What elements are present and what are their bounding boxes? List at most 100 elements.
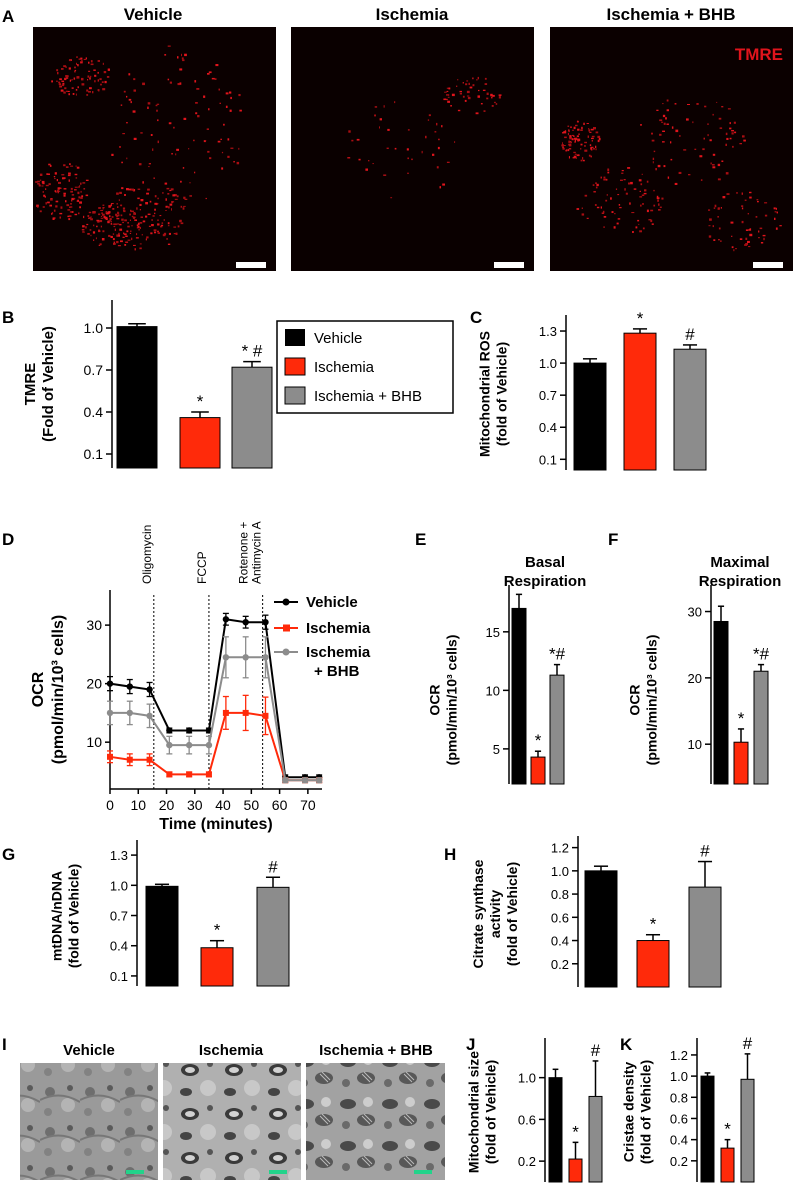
tmre-speckle	[167, 222, 170, 225]
chart-d-x-tick-label: 30	[187, 797, 203, 813]
tmre-speckle	[432, 153, 435, 156]
tmre-speckle	[159, 215, 162, 217]
tmre-speckle	[70, 165, 74, 167]
tmre-speckle	[217, 140, 221, 143]
tmre-speckle	[83, 215, 85, 219]
tmre-speckle	[603, 216, 607, 218]
tmre-speckle	[65, 200, 67, 203]
chart-d-x-tick-label: 70	[300, 797, 316, 813]
tmre-speckle	[54, 190, 57, 192]
chart-e-basal-respiration: 5 10 15 * *# OCR(pmol/min/10³ cells) Basal Resp…	[427, 554, 586, 785]
tmre-speckle	[577, 138, 581, 142]
tmre-speckle	[590, 147, 592, 150]
tmre-speckle	[101, 213, 105, 216]
tmre-speckle	[195, 102, 198, 104]
tmre-speckle	[96, 225, 98, 228]
em-image-vehicle	[20, 1063, 158, 1180]
tmre-speckle	[130, 209, 132, 212]
tmre-speckle	[137, 222, 140, 225]
tmre-speckle	[457, 79, 459, 81]
tmre-speckle	[611, 211, 614, 213]
tmre-speckle	[708, 225, 711, 227]
tmre-speckle	[491, 94, 495, 97]
tmre-speckle	[663, 122, 666, 125]
tmre-speckle	[122, 236, 125, 238]
chart-b-tick-label: 0.1	[84, 446, 104, 462]
chart-d-point	[242, 618, 249, 626]
tmre-speckle	[81, 195, 84, 197]
tmre-speckle	[115, 213, 118, 216]
tmre-speckle	[110, 203, 112, 207]
tmre-speckle	[573, 135, 575, 137]
tmre-speckle	[68, 215, 72, 217]
tmre-speckle	[122, 207, 126, 210]
chart-h-significance: *	[650, 915, 657, 934]
tmre-speckle	[595, 186, 598, 189]
tmre-speckle	[60, 89, 64, 92]
tmre-speckle	[729, 127, 732, 130]
tmre-speckle	[570, 141, 572, 144]
tmre-speckle	[86, 89, 89, 92]
tmre-speckle	[180, 222, 184, 225]
chart-d-point	[262, 654, 269, 661]
tmre-speckle	[120, 104, 123, 106]
tmre-speckle	[591, 140, 593, 142]
tmre-speckle	[149, 200, 152, 203]
tmre-speckle	[173, 226, 177, 228]
chart-j-significance: #	[591, 1041, 601, 1060]
tmre-speckle	[731, 246, 734, 249]
tmre-speckle	[184, 53, 187, 57]
tmre-speckle	[193, 139, 195, 142]
tmre-speckle	[563, 131, 567, 134]
tmre-speckle	[74, 213, 78, 216]
tmre-speckle	[146, 236, 149, 239]
tmre-speckle	[100, 215, 103, 217]
tmre-speckle	[108, 234, 111, 237]
chart-d-treatment-label: Rotenone +Antimycin A	[237, 521, 264, 584]
chart-d-point	[107, 753, 113, 760]
tmre-speckle	[74, 70, 76, 73]
tmre-speckle	[774, 211, 777, 213]
tmre-speckle	[214, 78, 217, 80]
tmre-speckle	[74, 186, 78, 188]
tmre-speckle	[569, 137, 572, 140]
tmre-speckle	[167, 78, 170, 81]
tmre-speckle	[584, 194, 588, 197]
tmre-speckle	[356, 138, 360, 141]
tmre-speckle	[617, 218, 621, 220]
tmre-speckle	[148, 166, 150, 168]
tmre-speckle	[179, 82, 182, 85]
tmre-speckle	[447, 94, 450, 96]
tmre-speckle	[623, 179, 626, 181]
tmre-speckle	[41, 185, 44, 187]
tmre-speckle	[67, 209, 71, 211]
tmre-speckle	[70, 187, 73, 190]
tmre-speckle	[97, 220, 100, 223]
tmre-speckle	[43, 194, 46, 197]
tmre-speckle	[120, 240, 123, 243]
tmre-speckle	[126, 122, 128, 124]
tmre-speckle	[454, 141, 456, 143]
tmre-speckle	[663, 165, 666, 168]
tmre-speckle	[725, 143, 727, 146]
tmre-speckle	[142, 220, 146, 223]
tmre-speckle	[69, 80, 71, 82]
tmre-speckle	[181, 57, 184, 60]
tmre-speckle	[731, 130, 734, 132]
chart-g-tick-label: 0.4	[110, 939, 128, 954]
tmre-speckle	[147, 102, 151, 105]
tmre-speckle	[764, 214, 768, 217]
tmre-speckle	[230, 147, 234, 149]
tmre-speckle	[117, 214, 120, 217]
tmre-speckle	[466, 95, 470, 97]
chart-c-tick-label: 0.4	[539, 420, 557, 435]
tmre-speckle	[184, 198, 188, 200]
tmre-speckle	[117, 212, 120, 214]
tmre-speckle	[593, 127, 596, 129]
chart-f-bar	[753, 670, 769, 785]
chart-h-tick-label: 0.6	[551, 910, 569, 925]
tmre-speckle	[107, 220, 110, 224]
chart-d-series-line	[109, 618, 320, 779]
tmre-speckle	[443, 98, 447, 101]
tmre-speckle	[92, 211, 96, 214]
